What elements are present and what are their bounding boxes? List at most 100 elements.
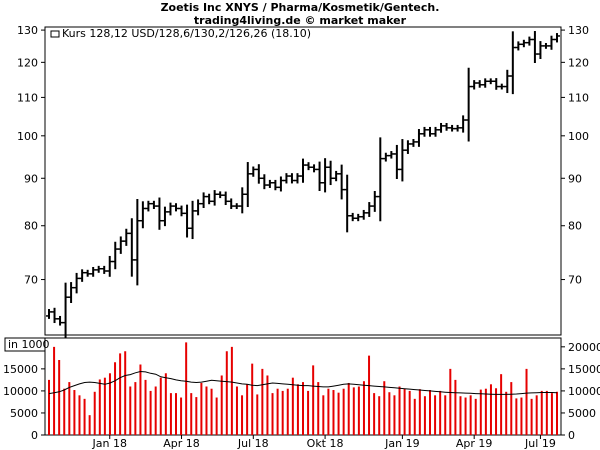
- volume-label-box: [4, 337, 46, 352]
- price-bar: [404, 140, 411, 154]
- price-bar: [333, 170, 340, 182]
- volume-tick-label-left: 5000: [10, 407, 38, 420]
- price-tick-label-left: 100: [17, 130, 38, 143]
- price-bar: [200, 192, 207, 208]
- price-bar: [327, 160, 334, 186]
- price-tick-label-right: 110: [568, 91, 589, 104]
- price-bar: [531, 31, 538, 64]
- price-tick-label-right: 70: [568, 274, 582, 287]
- price-bar: [255, 164, 262, 184]
- volume-label: in 1000: [8, 338, 50, 351]
- price-bar: [184, 204, 191, 238]
- price-tick-label-left: 110: [17, 91, 38, 104]
- volume-bars: [48, 342, 558, 435]
- price-tick-label-left: 120: [17, 56, 38, 69]
- price-bar: [515, 41, 522, 51]
- x-tick-label: Apr 18: [163, 437, 200, 450]
- price-bar: [211, 190, 218, 206]
- price-bar: [382, 152, 389, 162]
- price-bar: [90, 266, 97, 277]
- price-bar: [305, 162, 312, 171]
- price-bar: [449, 124, 456, 132]
- price-tick-label-left: 80: [24, 220, 38, 233]
- price-bar: [189, 200, 196, 240]
- price-bar: [206, 193, 213, 205]
- price-bar: [57, 315, 64, 326]
- x-tick-label: Apr 19: [456, 437, 493, 450]
- volume-tick-label-right: 5000: [568, 407, 596, 420]
- price-bar: [156, 197, 163, 230]
- price-bar: [520, 39, 527, 48]
- price-bar: [272, 179, 279, 191]
- price-bar: [504, 69, 511, 94]
- price-bars: [46, 31, 560, 339]
- price-bar: [371, 191, 378, 212]
- price-axis-right: 70 80 90 100 110 120 130: [561, 24, 589, 287]
- price-bar: [493, 78, 500, 90]
- x-tick-label: Okt 18: [307, 437, 344, 450]
- price-bar: [460, 115, 467, 133]
- price-tick-label-left: 70: [24, 274, 38, 287]
- legend-text: Kurs 128,12 USD/128,6/130,2/126,26 (18.1…: [62, 27, 311, 40]
- price-tick-label-right: 120: [568, 56, 589, 69]
- price-bar: [233, 203, 240, 209]
- price-bar: [167, 202, 174, 216]
- price-bar: [427, 126, 433, 137]
- price-bar: [355, 213, 362, 222]
- price-bar: [134, 198, 141, 286]
- price-tick-label-right: 90: [568, 172, 582, 185]
- price-tick-label-right: 100: [568, 130, 589, 143]
- price-bar: [482, 78, 489, 88]
- price-bar: [338, 164, 345, 200]
- price-bar: [101, 265, 108, 274]
- chart-subtitle: trading4living.de © market maker: [193, 14, 407, 27]
- price-bar: [139, 201, 146, 229]
- price-bar: [399, 139, 406, 182]
- volume-tick-label-left: 10000: [3, 385, 38, 398]
- price-bar: [438, 122, 445, 133]
- price-bar: [542, 43, 549, 49]
- price-bar: [421, 126, 428, 137]
- price-bar: [432, 126, 439, 137]
- volume-tick-label-right: 20000: [568, 341, 600, 354]
- price-bar: [322, 158, 329, 193]
- price-bar: [366, 202, 373, 217]
- price-bar: [415, 129, 422, 147]
- price-bar: [509, 31, 516, 95]
- price-bar: [84, 269, 91, 277]
- price-bar: [106, 255, 113, 277]
- price-bar: [178, 205, 185, 217]
- price-bar: [277, 176, 284, 192]
- price-bar: [288, 173, 295, 184]
- price-bar: [498, 83, 505, 90]
- price-bar: [62, 282, 69, 339]
- price-bar: [283, 173, 290, 184]
- volume-tick-label-right: 15000: [568, 363, 600, 376]
- price-bar: [228, 198, 235, 209]
- price-bar: [261, 174, 268, 190]
- price-bar: [344, 174, 351, 233]
- price-bar: [526, 36, 533, 46]
- price-bar: [128, 218, 135, 277]
- x-tick-label: Jul 19: [524, 437, 556, 450]
- price-bar: [117, 236, 124, 254]
- price-bar: [150, 200, 157, 209]
- price-bar: [112, 241, 119, 270]
- chart-title: Zoetis Inc XNYS / Pharma/Kosmetik/Gentec…: [160, 1, 440, 14]
- price-bar: [487, 78, 494, 85]
- price-bar: [377, 137, 384, 222]
- price-bar: [266, 179, 273, 188]
- price-bar: [454, 124, 461, 132]
- price-bar: [465, 67, 472, 142]
- price-bar: [300, 158, 306, 183]
- price-bar: [476, 80, 483, 88]
- price-bar: [471, 80, 478, 90]
- price-bar: [548, 35, 555, 50]
- price-tick-label-right: 80: [568, 220, 582, 233]
- price-bar: [173, 203, 179, 212]
- price-bar: [239, 187, 246, 214]
- volume-ma-line: [48, 370, 558, 395]
- x-tick-label: Jan 18: [92, 437, 127, 450]
- price-bar: [388, 151, 395, 159]
